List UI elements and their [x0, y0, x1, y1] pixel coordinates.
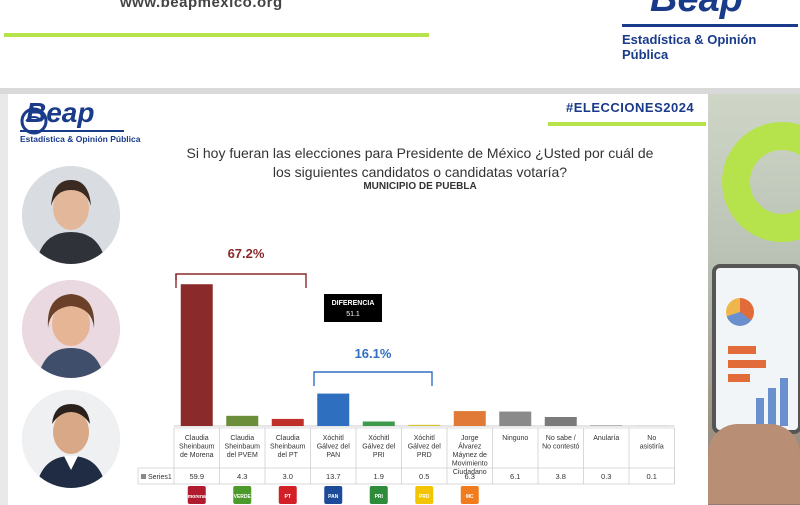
party-logo-pan [324, 486, 343, 504]
category-label-11: No asistiría [640, 435, 664, 451]
xochitl-total-label: 16.1% [355, 346, 392, 361]
party-logo-text-2: VERDE [234, 494, 252, 500]
hashtag: #ELECCIONES2024 [566, 100, 695, 115]
slide-separator [0, 88, 800, 94]
hand-graphic [708, 424, 800, 504]
party-logo-text-5: PRI [375, 494, 384, 500]
top-logo-underline [622, 24, 798, 27]
decorative-photo [708, 94, 800, 505]
category-label-5: Xóchitl Gálvez del PRI [362, 435, 396, 459]
value-label-1: 59.9 [189, 472, 204, 481]
bar-7 [453, 411, 486, 426]
party-logo-morena [187, 486, 206, 504]
survey-subtitle: MUNICIPIO DE PUEBLA [363, 181, 477, 192]
bar-8 [499, 411, 532, 426]
party-logo-pt [278, 486, 297, 504]
party-logo-pri [369, 486, 388, 504]
ring-graphic [722, 122, 800, 242]
bar-2 [226, 415, 259, 426]
category-label-3: Claudia Sheinbaum del PT [270, 435, 306, 459]
value-label-5: 1.9 [374, 472, 384, 481]
xochitl-bracket [313, 371, 433, 386]
party-logo-text-3: PT [285, 494, 291, 500]
bar-5 [362, 421, 395, 426]
bar-10 [590, 425, 623, 426]
difference-value: 51.1 [346, 311, 360, 318]
series-label: Series1 [148, 474, 172, 481]
value-label-7: 6.3 [465, 472, 475, 481]
slide-brand-tagline: Estadística & Opinión Pública [20, 134, 141, 144]
top-brand-tagline: Estadística & Opinión Pública [622, 32, 757, 62]
category-label-1: Claudia Sheinbaum de Morena [179, 435, 215, 459]
website-url[interactable]: www.beapmexico.org [120, 0, 283, 11]
pie-icon [726, 298, 754, 326]
top-brand-logo: Beap [650, 0, 743, 21]
logo-underline [20, 130, 124, 132]
party-logo-text-6: PRD [419, 494, 430, 500]
value-label-3: 3.0 [283, 472, 293, 481]
slide-brand-logo: Beap [26, 97, 95, 128]
bar-4 [317, 393, 350, 426]
category-label-10: Anularía [593, 435, 619, 442]
party-logo-text-1: morena [188, 494, 206, 500]
value-label-11: 0.1 [647, 472, 657, 481]
party-logo-prd [415, 486, 434, 504]
bar-3 [271, 418, 304, 426]
category-label-6: Xóchitl Gálvez del PRD [408, 435, 442, 459]
difference-box [324, 294, 382, 322]
difference-label: DIFERENCIA [332, 300, 375, 307]
table-frame [137, 467, 675, 485]
party-logo-verde [233, 486, 252, 504]
bar-6 [408, 424, 441, 426]
bar-9 [544, 417, 577, 426]
party-logo-mc [460, 486, 479, 504]
vote-intention-chart: 67.2% 16.1% DIFERENCIA 51.1 Series1 Claud… [137, 246, 675, 504]
value-label-8: 6.1 [510, 472, 520, 481]
avatar-maynez [22, 390, 120, 488]
sheinbaum-total-label: 67.2% [228, 246, 265, 261]
category-label-2: Claudia Sheinbaum del PVEM [225, 435, 261, 459]
avatar-galvez [22, 280, 120, 378]
category-label-8: Ninguno [502, 435, 528, 442]
party-logo-text-4: PAN [328, 494, 339, 500]
tablet-graphic [712, 264, 800, 434]
value-label-9: 3.8 [556, 472, 566, 481]
value-label-6: 0.5 [419, 472, 429, 481]
series-swatch [141, 474, 146, 479]
beap-logo-icon [20, 107, 48, 135]
category-label-7: Jorge Álvarez Máynez de Movimiento Ciudadano [452, 435, 488, 476]
value-label-10: 0.3 [601, 472, 611, 481]
category-label-4: Xóchitl Gálvez del PAN [317, 435, 351, 459]
accent-divider [4, 33, 429, 37]
avatar-sheinbaum [22, 166, 120, 264]
value-label-2: 4.3 [237, 472, 247, 481]
bar-1 [180, 284, 213, 426]
party-logo-text-7: MC [466, 494, 474, 500]
top-banner [0, 0, 800, 88]
category-label-9: No sabe / No contestó [542, 435, 579, 451]
hashtag-underline [548, 122, 706, 126]
value-label-4: 13.7 [326, 472, 341, 481]
survey-question: Si hoy fueran las elecciones para Presid… [186, 145, 654, 180]
